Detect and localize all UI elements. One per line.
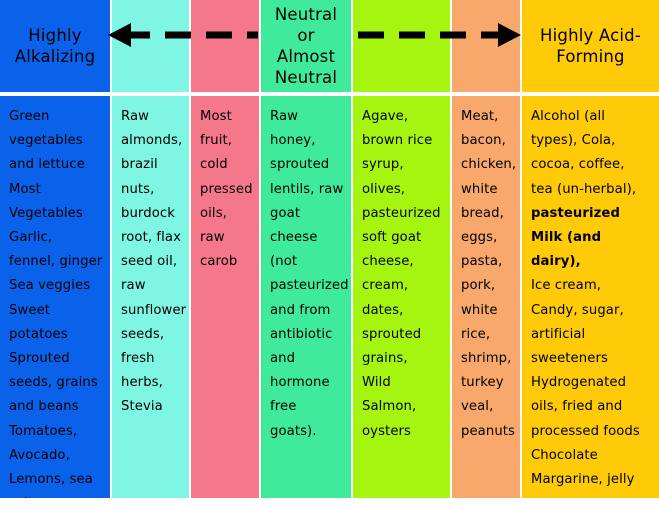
column-body-highly-alkalizing: Green vegetables and lettuce Most Vegeta… xyxy=(0,96,110,507)
column-header-label: Neutral or Almost Neutral xyxy=(274,4,338,88)
column-header-acid-forming-2 xyxy=(452,0,520,92)
column-body-text: Alcohol (all types), Cola, cocoa, coffee… xyxy=(531,109,640,488)
column-body-highly-acid-forming: Alcohol (all types), Cola, cocoa, coffee… xyxy=(522,96,659,498)
column-body-text: Raw almonds, brazil nuts, burdock root, … xyxy=(121,109,187,415)
column-body-text: Green vegetables and lettuce Most Vegeta… xyxy=(9,109,103,507)
column-body-text: Most fruit, cold pressed oils, raw carob xyxy=(200,109,253,270)
column-neutral: Neutral or Almost Neutral Raw honey, spr… xyxy=(261,0,351,498)
emphasized-line: pasteurized xyxy=(531,205,621,221)
emphasized-line: Milk (and dairy), xyxy=(531,230,602,270)
column-header-highly-alkalizing: Highly Alkalizing xyxy=(0,0,110,92)
column-alkalizing-2: Raw almonds, brazil nuts, burdock root, … xyxy=(112,0,189,498)
column-header-alkalizing-3 xyxy=(191,0,259,92)
column-header-acid-forming-1 xyxy=(353,0,450,92)
column-acid-forming-2: Meat, bacon, chicken, white bread, eggs,… xyxy=(452,0,520,498)
column-header-label: Highly Alkalizing xyxy=(14,25,96,66)
column-header-alkalizing-2 xyxy=(112,0,189,92)
column-body-text: Raw honey, sprouted lentils, raw goat ch… xyxy=(270,109,349,439)
column-header-neutral: Neutral or Almost Neutral xyxy=(261,0,351,92)
column-highly-acid-forming: Highly Acid- Forming Alcohol (all types)… xyxy=(522,0,659,498)
column-acid-forming-1: Agave, brown rice syrup, olives, pasteur… xyxy=(353,0,450,498)
column-body-alkalizing-2: Raw almonds, brazil nuts, burdock root, … xyxy=(112,96,189,498)
column-header-label: Highly Acid- Forming xyxy=(540,25,641,66)
column-alkalizing-3: Most fruit, cold pressed oils, raw carob xyxy=(191,0,259,498)
column-highly-alkalizing: Highly Alkalizing Green vegetables and l… xyxy=(0,0,110,507)
column-body-acid-forming-1: Agave, brown rice syrup, olives, pasteur… xyxy=(353,96,450,498)
bottom-strip xyxy=(0,498,659,507)
column-body-neutral: Raw honey, sprouted lentils, raw goat ch… xyxy=(261,96,351,498)
column-body-acid-forming-2: Meat, bacon, chicken, white bread, eggs,… xyxy=(452,96,520,498)
column-body-text: Agave, brown rice syrup, olives, pasteur… xyxy=(362,109,441,439)
column-body-text: Meat, bacon, chicken, white bread, eggs,… xyxy=(461,109,517,439)
column-body-alkalizing-3: Most fruit, cold pressed oils, raw carob xyxy=(191,96,259,498)
column-header-highly-acid-forming: Highly Acid- Forming xyxy=(522,0,659,92)
